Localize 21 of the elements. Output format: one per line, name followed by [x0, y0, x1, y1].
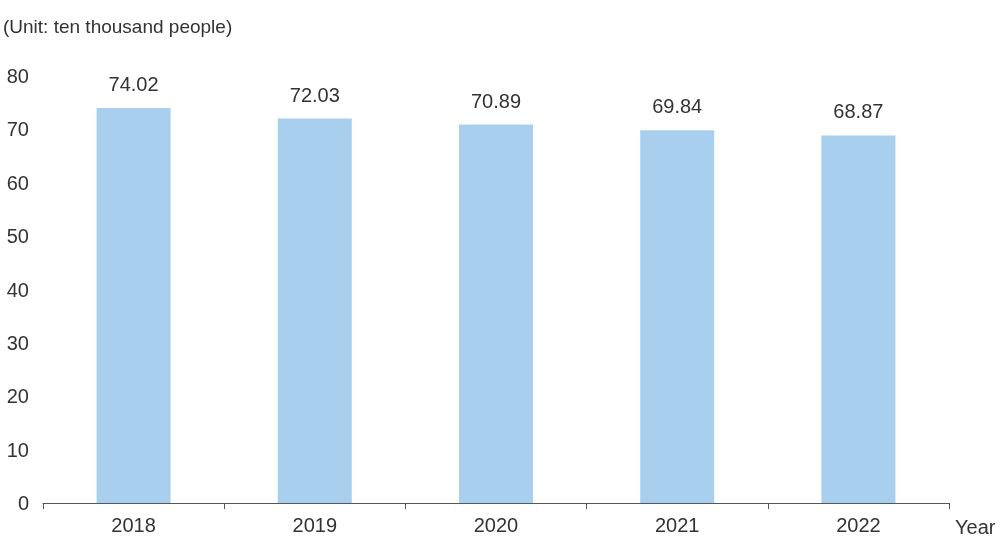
- y-tick-label: 30: [6, 331, 29, 354]
- x-tick-label: 2022: [836, 514, 881, 536]
- data-label: 72.03: [289, 83, 340, 106]
- y-tick-label: 20: [6, 385, 29, 408]
- data-label: 74.02: [108, 72, 159, 95]
- x-tick-label: 2020: [473, 514, 519, 536]
- y-tick-label: 60: [6, 171, 29, 194]
- data-label: 70.89: [470, 89, 522, 112]
- x-tick-label: 2021: [654, 514, 700, 536]
- y-tick-label: 80: [6, 65, 29, 87]
- y-axis-title: (Unit: ten thousand people): [3, 16, 233, 37]
- x-axis-title: Year: [955, 516, 996, 538]
- x-tick-label: 2018: [111, 514, 156, 536]
- data-label: 69.84: [652, 95, 703, 118]
- x-tick-label: 2019: [292, 514, 338, 536]
- y-tick-label: 10: [6, 438, 29, 461]
- data-label: 68.87: [833, 100, 884, 123]
- y-tick-label: 50: [6, 225, 29, 248]
- y-tick-label: 40: [6, 278, 29, 301]
- y-tick-label: 0: [17, 492, 29, 514]
- y-tick-label: 70: [6, 118, 29, 141]
